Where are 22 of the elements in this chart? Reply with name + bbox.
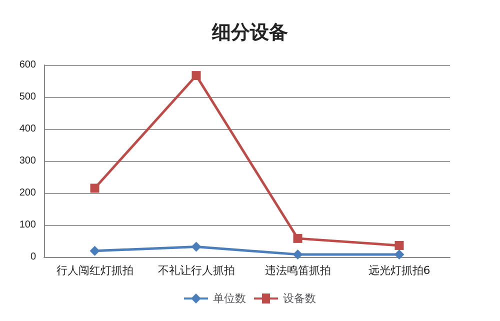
- point: [191, 242, 202, 252]
- point: [293, 234, 302, 243]
- y-tick-label: 300: [19, 156, 36, 166]
- x-tick-label: 不礼让行人抓拍: [158, 264, 235, 277]
- y-tick-label: 500: [19, 92, 36, 102]
- point: [394, 249, 404, 260]
- point: [90, 184, 100, 193]
- legend-label: 设备数: [283, 292, 316, 305]
- point: [192, 71, 201, 80]
- y-tick-label: 200: [19, 188, 36, 198]
- x-tick-label: 行人闯红灯抓拍: [56, 264, 134, 277]
- point: [90, 246, 100, 256]
- y-tick-label: 100: [19, 220, 36, 230]
- x-tick-label: 远光灯抓拍6: [368, 264, 430, 277]
- point: [394, 240, 404, 250]
- point: [292, 249, 303, 260]
- legend-label: 单位数: [213, 292, 246, 305]
- chart-title: 细分设备: [211, 22, 288, 44]
- x-tick-label: 违法鸣笛抓拍: [264, 264, 331, 277]
- y-tick-label: 0: [30, 252, 36, 262]
- y-tick-label: 400: [19, 124, 36, 134]
- y-tick-label: 600: [19, 60, 36, 70]
